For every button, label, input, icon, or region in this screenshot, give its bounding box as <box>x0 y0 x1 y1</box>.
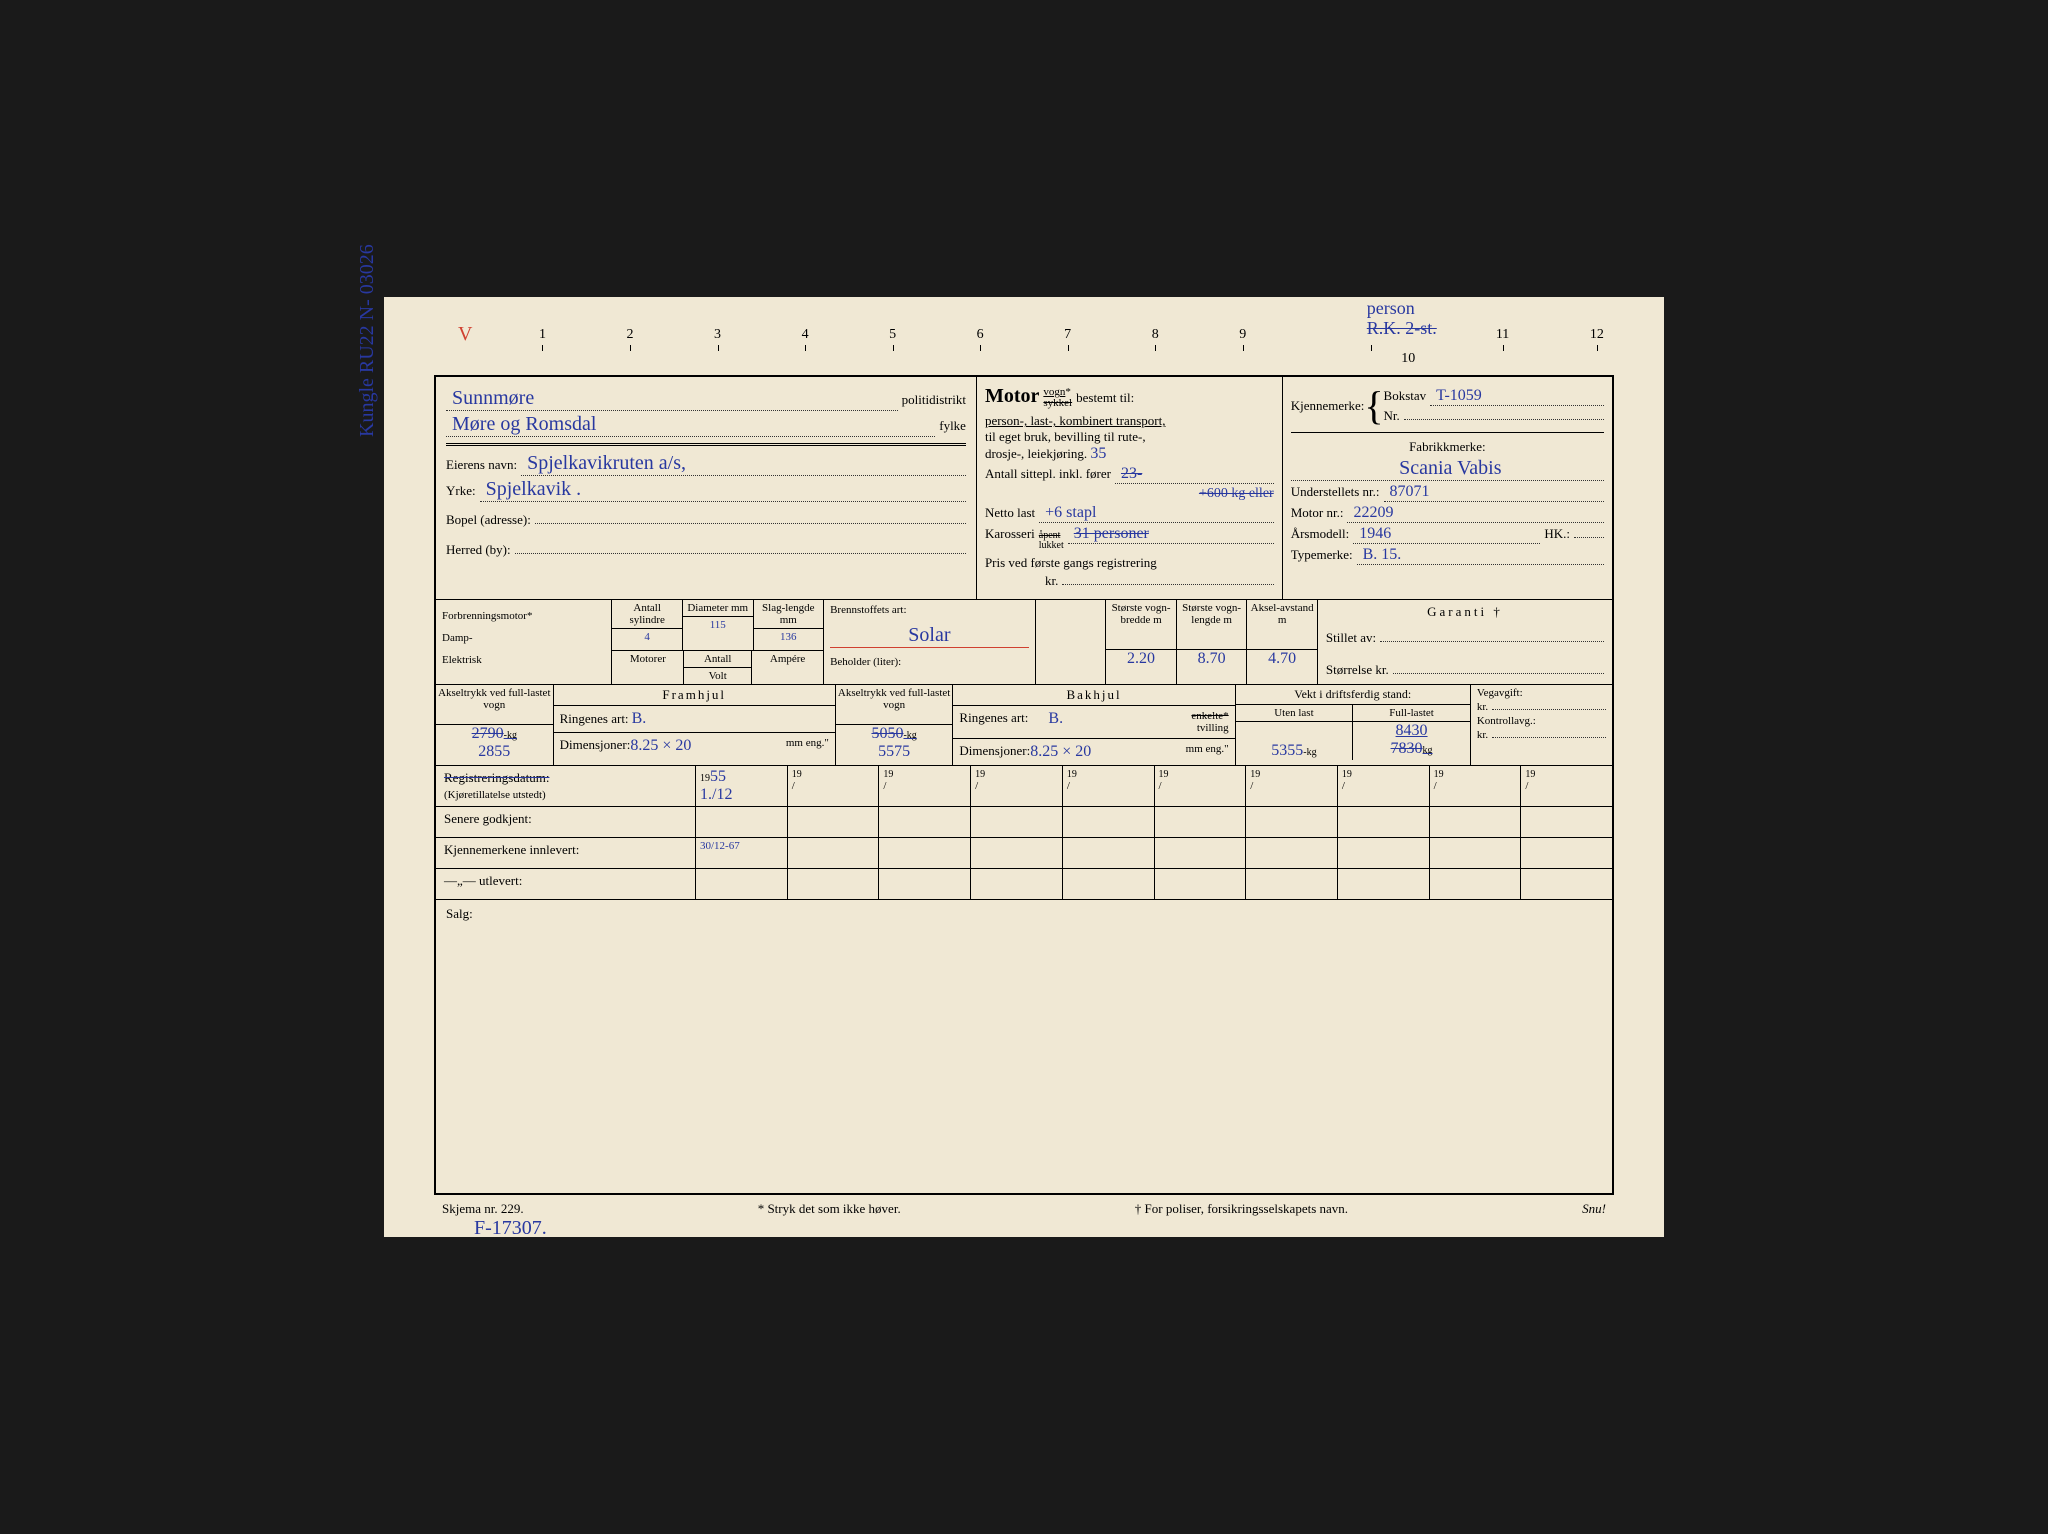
red-checkmark: V <box>458 323 472 363</box>
rear-kg: 5050-kg <box>836 725 953 743</box>
skjema-nr: Skjema nr. 229. <box>442 1201 524 1217</box>
motor-line1: person-, last-, kombinert transport, <box>985 413 1274 429</box>
salg-section: Salg: <box>436 900 1612 960</box>
vegavgift-label: Vegavgift: <box>1477 687 1606 699</box>
senere-label: Senere godkjent: <box>436 807 696 837</box>
kjennemerke-section: Kjennemerke: { Bokstav T-1059 Nr. Fabrik… <box>1283 377 1612 599</box>
wheels-section: Akseltrykk ved full-lastet vogn 2790-kg … <box>436 685 1612 766</box>
rear-kg2: 5575 <box>836 743 953 761</box>
side-annotation: Kungle RU22 N- 03026 <box>356 0 379 437</box>
bopel-value <box>535 523 966 524</box>
poliser-note: † For poliser, forsikringsselskapets nav… <box>1135 1201 1348 1217</box>
full-lastet-value1: 8430 <box>1353 722 1470 740</box>
top-section: Sunnmøre politidistrikt Møre og Romsdal … <box>436 377 1612 600</box>
herred-label: Herred (by): <box>446 542 511 558</box>
pris-label: Pris ved første gangs registrering <box>985 555 1274 571</box>
reg-year: 55 <box>710 768 726 785</box>
full-lastet-value2: 7830kg <box>1353 740 1470 758</box>
bredde-value: 2.20 <box>1106 650 1176 668</box>
eier-value: Spjelkavikruten a/s, <box>521 452 966 476</box>
kontrollavg-label: Kontrollavg.: <box>1477 715 1606 727</box>
syl-value: 4 <box>612 629 682 645</box>
stryk-note: * Stryk det som ikke høver. <box>758 1201 901 1217</box>
ruler: V 1 2 3 4 5 6 7 8 9 person R.K. 2-st. 10… <box>434 327 1614 375</box>
owner-section: Sunnmøre politidistrikt Møre og Romsdal … <box>436 377 977 599</box>
politidistrikt-value: Sunnmøre <box>446 387 898 411</box>
front-ring: B. <box>632 710 647 727</box>
motor-section: Motor vogn* sykkel bestemt til: person-,… <box>977 377 1283 599</box>
lengde-value: 8.70 <box>1177 650 1247 668</box>
motor-line3: drosje-, leiekjøring. 35 <box>985 445 1274 463</box>
front-kg2: 2855 <box>436 743 553 761</box>
form-box: Sunnmøre politidistrikt Møre og Romsdal … <box>434 375 1614 1195</box>
bottom-annotation: F-17307. <box>434 1217 1614 1240</box>
netto-value: +6 stapl <box>1039 504 1274 523</box>
dates-section: Registreringsdatum: (Kjøretillatelse uts… <box>436 766 1612 900</box>
netto-label: Netto last <box>985 505 1035 521</box>
karosseri-label: Karosseri <box>985 526 1035 542</box>
karosseri-value: 31 personer <box>1068 525 1274 544</box>
front-kg: 2790-kg <box>436 725 553 743</box>
eier-label: Eierens navn: <box>446 457 517 473</box>
registration-card: Kungle RU22 N- 03026 V 1 2 3 4 5 6 7 8 9… <box>384 297 1664 1237</box>
framhjul-header: Framhjul <box>554 685 835 706</box>
bakhjul-header: Bakhjul <box>953 685 1234 706</box>
slag-value: 136 <box>754 629 824 645</box>
fylke-label: fylke <box>939 418 966 434</box>
innlevert-date: 30/12-67 <box>696 838 788 868</box>
innlevert-label: Kjennemerkene innlevert: <box>436 838 696 868</box>
bopel-label: Bopel (adresse): <box>446 512 531 528</box>
antall-label: Antall sittepl. inkl. fører <box>985 466 1111 482</box>
brennstoff-value: Solar <box>830 624 1029 648</box>
aksel-value: 4.70 <box>1247 650 1317 668</box>
fylke-value: Møre og Romsdal <box>446 413 935 437</box>
bokstav-value: T-1059 <box>1430 387 1604 406</box>
antall-note: +600 kg eller <box>985 486 1274 502</box>
antall-value: 23- <box>1115 465 1274 484</box>
understell-value: 87071 <box>1384 483 1604 502</box>
herred-value <box>515 553 966 554</box>
uten-last-value: 5355-kg <box>1236 742 1353 760</box>
arsmodell-value: 1946 <box>1353 525 1540 544</box>
vekt-header: Vekt i driftsferdig stand: <box>1236 685 1470 705</box>
fabrikkmerke-label: Fabrikkmerke: <box>1291 439 1604 455</box>
yrke-label: Yrke: <box>446 483 476 499</box>
rear-ring: B. <box>1028 710 1191 734</box>
dia-value: 115 <box>683 617 753 633</box>
rear-dim: 8.25 × 20 <box>1030 743 1185 761</box>
typemerke-value: B. 15. <box>1357 546 1604 565</box>
footer: Skjema nr. 229. * Stryk det som ikke høv… <box>434 1195 1614 1217</box>
snu: Snu! <box>1582 1201 1606 1217</box>
utlevert-label: —„— utlevert: <box>436 869 696 899</box>
motornr-value: 22209 <box>1347 504 1604 523</box>
yrke-value: Spjelkavik . <box>480 478 966 502</box>
reg-date: 1./12 <box>700 786 732 803</box>
fabrikkmerke-value: Scania Vabis <box>1291 457 1604 481</box>
politidistrikt-label: politidistrikt <box>902 392 966 408</box>
reg-label: Registreringsdatum: (Kjøretillatelse uts… <box>436 766 696 806</box>
front-dim: 8.25 × 20 <box>630 737 785 755</box>
motor-title: Motor <box>985 385 1039 407</box>
kjennemerke-label: Kjennemerke: <box>1291 398 1365 414</box>
engine-section: Forbrenningsmotor* Damp- Elektrisk Antal… <box>436 600 1612 685</box>
motor-line2: til eget bruk, bevilling til rute-, <box>985 429 1274 445</box>
top-annotation: person R.K. 2-st. <box>1367 298 1442 338</box>
